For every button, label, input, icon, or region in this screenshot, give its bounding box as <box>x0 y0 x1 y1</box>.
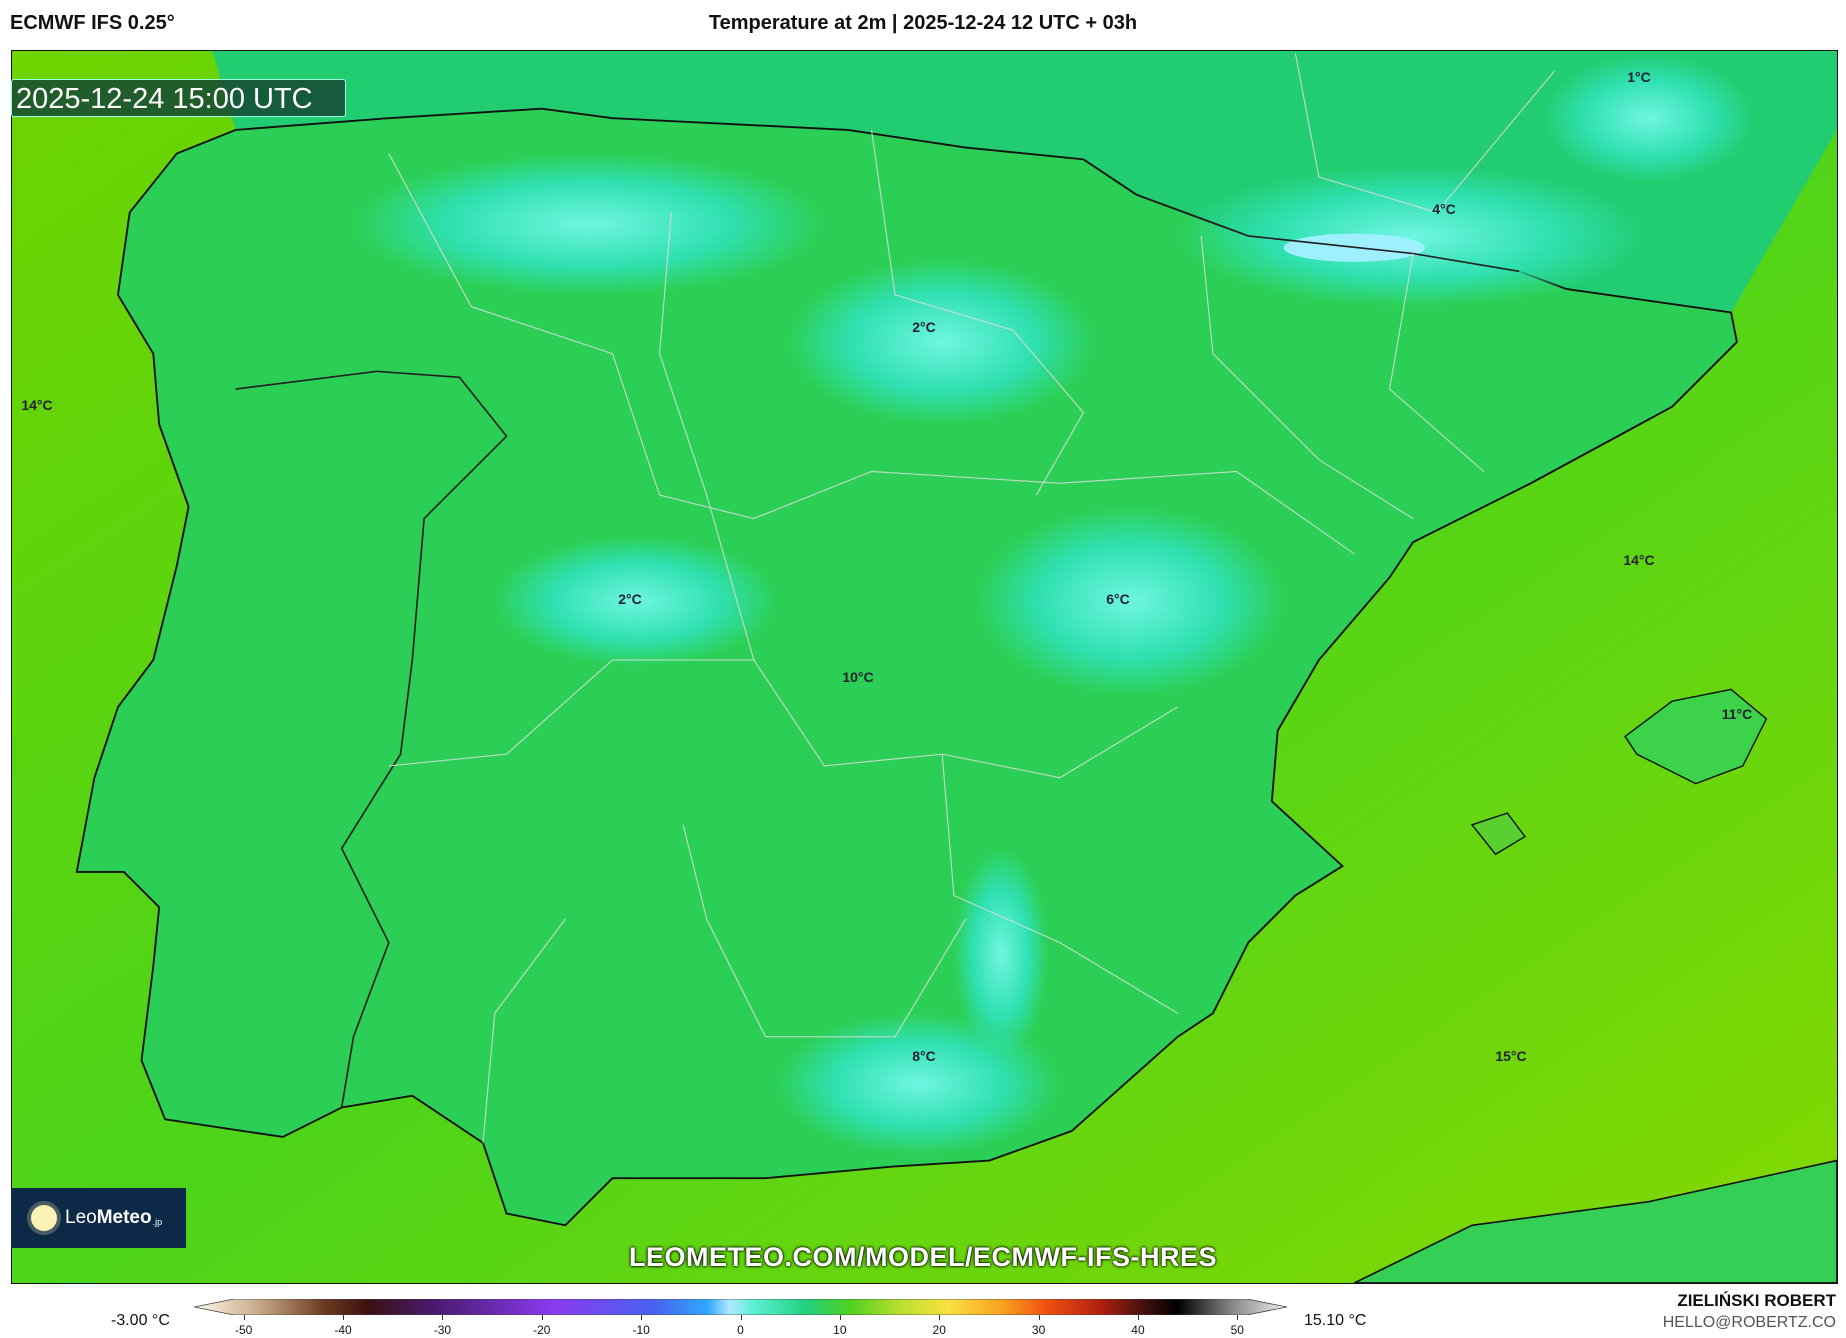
tick-label: -30 <box>433 1323 452 1337</box>
tick-label: 50 <box>1230 1323 1244 1337</box>
tick-label: -20 <box>533 1323 551 1337</box>
tick-mark <box>1038 1315 1040 1320</box>
temp-label: 2°C <box>912 319 936 335</box>
tick-label: 40 <box>1131 1323 1145 1337</box>
portugal-border <box>235 370 508 1108</box>
author-email[interactable]: HELLO@ROBERTZ.CO <box>1662 1314 1836 1331</box>
model-name: ECMWF IFS 0.25° <box>10 12 175 34</box>
sun-icon <box>31 1205 57 1231</box>
tick-mark <box>939 1315 941 1320</box>
tick-mark <box>243 1315 245 1320</box>
tick-mark <box>740 1315 742 1320</box>
temp-label: 15°C <box>1495 1048 1527 1064</box>
temperature-map[interactable]: 1°C 4°C 2°C 14°C 14°C 2°C 6°C 10°C 11°C … <box>11 50 1838 1284</box>
tick-mark <box>343 1315 345 1320</box>
temp-label: 8°C <box>912 1048 936 1064</box>
author-credit: ZIELIŃSKI ROBERT <box>1677 1291 1836 1310</box>
region-borders <box>388 53 1555 1143</box>
mallorca <box>1624 688 1768 785</box>
tick-label: 30 <box>1031 1323 1046 1337</box>
min-value: -3.00 °C <box>111 1312 170 1329</box>
max-value: 15.10 °C <box>1304 1312 1367 1329</box>
north-africa <box>1353 1159 1837 1283</box>
source-url[interactable]: LEOMETEO.COM/MODEL/ECMWF-IFS-HRES <box>629 1242 1217 1272</box>
tick-label: -50 <box>235 1323 253 1337</box>
temp-label: 2°C <box>618 591 642 607</box>
tick-mark <box>1137 1315 1139 1320</box>
temp-label: 14°C <box>1623 552 1655 568</box>
chart-title: Temperature at 2m | 2025-12-24 12 UTC + … <box>708 12 1138 34</box>
tick-mark <box>641 1315 643 1320</box>
pyrenees-border <box>1136 193 1520 273</box>
tick-mark <box>541 1315 543 1320</box>
color-scale-bar <box>194 1299 1287 1315</box>
temp-label: 1°C <box>1627 69 1651 85</box>
temp-label: 11°C <box>1721 706 1753 722</box>
map-canvas <box>12 51 1837 1283</box>
temp-label: 10°C <box>842 669 874 685</box>
temp-label: 6°C <box>1106 591 1130 607</box>
leometeo-logo[interactable]: LeoMeteo .jp <box>11 1188 186 1248</box>
temp-label: 14°C <box>21 397 53 413</box>
valid-time-badge: 2025-12-24 15:00 UTC <box>11 79 346 117</box>
tick-label: -10 <box>632 1323 650 1337</box>
temp-label: 4°C <box>1432 201 1456 217</box>
logo-tld: .jp <box>152 1217 163 1227</box>
tick-label: 20 <box>932 1323 946 1337</box>
tick-mark <box>442 1315 444 1320</box>
tick-label: 0 <box>737 1323 744 1337</box>
ibiza <box>1470 812 1527 856</box>
tick-label: -40 <box>334 1323 352 1337</box>
tick-mark <box>839 1315 841 1320</box>
logo-text: LeoMeteo <box>65 1207 152 1228</box>
tick-label: 10 <box>833 1323 847 1337</box>
tick-mark <box>1237 1315 1239 1320</box>
